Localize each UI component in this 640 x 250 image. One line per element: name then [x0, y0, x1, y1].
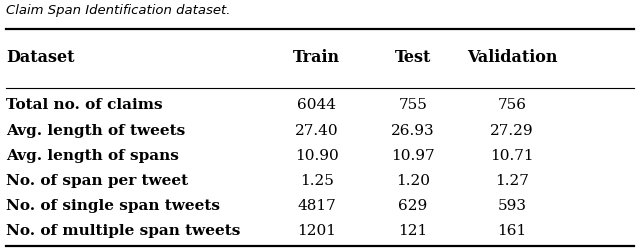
Text: Dataset: Dataset — [6, 49, 75, 66]
Text: 10.71: 10.71 — [490, 148, 534, 162]
Text: 4817: 4817 — [298, 198, 336, 212]
Text: 629: 629 — [398, 198, 428, 212]
Text: Avg. length of tweets: Avg. length of tweets — [6, 123, 186, 137]
Text: 1.27: 1.27 — [495, 173, 529, 187]
Text: 121: 121 — [398, 223, 428, 237]
Text: 1.25: 1.25 — [300, 173, 333, 187]
Text: 10.90: 10.90 — [295, 148, 339, 162]
Text: Total no. of claims: Total no. of claims — [6, 98, 163, 112]
Text: No. of multiple span tweets: No. of multiple span tweets — [6, 223, 241, 237]
Text: Validation: Validation — [467, 49, 557, 66]
Text: 1.20: 1.20 — [396, 173, 430, 187]
Text: Train: Train — [293, 49, 340, 66]
Text: Test: Test — [395, 49, 431, 66]
Text: Avg. length of spans: Avg. length of spans — [6, 148, 179, 162]
Text: 1201: 1201 — [298, 223, 336, 237]
Text: 27.29: 27.29 — [490, 123, 534, 137]
Text: 593: 593 — [497, 198, 527, 212]
Text: No. of span per tweet: No. of span per tweet — [6, 173, 189, 187]
Text: 161: 161 — [497, 223, 527, 237]
Text: 6044: 6044 — [298, 98, 336, 112]
Text: No. of single span tweets: No. of single span tweets — [6, 198, 220, 212]
Text: 756: 756 — [497, 98, 527, 112]
Text: 26.93: 26.93 — [391, 123, 435, 137]
Text: Claim Span Identification dataset.: Claim Span Identification dataset. — [6, 4, 231, 17]
Text: 27.40: 27.40 — [295, 123, 339, 137]
Text: 10.97: 10.97 — [391, 148, 435, 162]
Text: 755: 755 — [398, 98, 428, 112]
